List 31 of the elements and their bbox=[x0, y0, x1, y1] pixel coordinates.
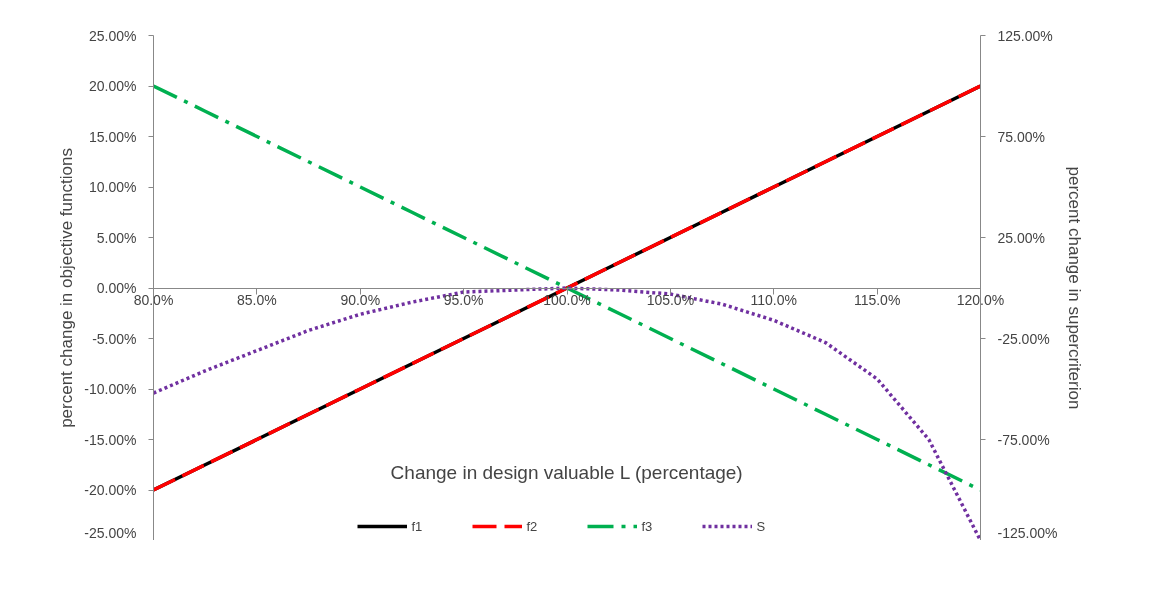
y-tick-label: -15.00% bbox=[84, 431, 137, 448]
x-tick-label: 115.0% bbox=[853, 291, 901, 308]
y2-tick-label: -125.00% bbox=[997, 524, 1058, 541]
y-tick-label: -20.00% bbox=[84, 482, 137, 498]
y2-tick-label: -75.00% bbox=[997, 431, 1050, 448]
y-tick-label: 20.00% bbox=[89, 78, 137, 94]
y-tick-label: -25.00% bbox=[84, 524, 137, 541]
y2-tick-label: 75.00% bbox=[997, 128, 1045, 145]
y2-tick-label: 25.00% bbox=[997, 229, 1045, 246]
y-tick-label: -10.00% bbox=[84, 381, 137, 397]
y-tick-label: -5.00% bbox=[92, 330, 137, 347]
y-tick-label: 10.00% bbox=[89, 179, 137, 195]
y-axis-title: percent change in objective functions bbox=[57, 148, 77, 428]
x-tick-label: 105.0% bbox=[646, 291, 695, 308]
y-tick-label: 25.00% bbox=[89, 27, 137, 44]
y-tick-label: 15.00% bbox=[89, 128, 137, 145]
y2-tick-label: -25.00% bbox=[997, 330, 1050, 347]
x-tick-label: 110.0% bbox=[750, 291, 797, 308]
legend-label: f1 bbox=[411, 518, 424, 534]
legend-label: f2 bbox=[526, 518, 539, 534]
y-tick-label: 5.00% bbox=[96, 229, 137, 246]
x-tick-label: 90.0% bbox=[340, 291, 381, 308]
legend-label: f3 bbox=[641, 518, 654, 534]
y2-tick-label: 125.00% bbox=[997, 27, 1053, 44]
y-tick-label: 0.00% bbox=[96, 280, 137, 296]
y2-axis-title: percent change in supercriterion bbox=[1065, 166, 1085, 410]
legend-label: S bbox=[756, 518, 767, 534]
x-axis-title: Change in design valuable L (percentage) bbox=[390, 461, 743, 483]
x-tick-label: 85.0% bbox=[237, 291, 277, 308]
x-tick-label: 95.0% bbox=[443, 291, 484, 308]
x-tick-label: 100.0% bbox=[543, 291, 591, 308]
